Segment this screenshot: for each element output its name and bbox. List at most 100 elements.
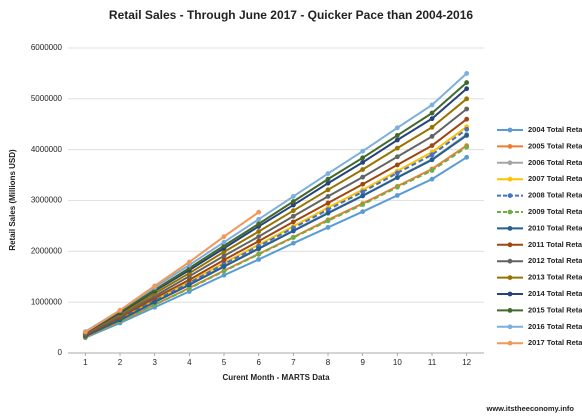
data-point	[464, 116, 470, 122]
y-tick-label: 0	[58, 348, 63, 357]
legend-label: 2006 Total Retail	[528, 158, 582, 167]
data-point	[221, 239, 227, 245]
x-tick-label: 2	[118, 358, 123, 367]
data-point	[256, 216, 262, 222]
legend-label: 2008 Total Retail	[528, 191, 582, 200]
data-point	[325, 194, 331, 199]
series-line	[84, 108, 468, 336]
series-line	[84, 146, 468, 339]
data-point	[117, 307, 123, 313]
data-point	[464, 71, 470, 76]
data-point	[394, 125, 400, 131]
data-point	[360, 174, 366, 180]
data-point	[221, 272, 227, 278]
legend-marker	[507, 242, 513, 248]
data-point	[221, 243, 227, 249]
legend: 2004 Total Retail 2005 Total Retail 2006 T…	[497, 125, 582, 347]
data-point	[221, 257, 227, 263]
data-point	[360, 189, 366, 195]
watermark: www.itstheeconomy.info	[485, 404, 574, 413]
x-tick-label: 6	[256, 358, 261, 367]
legend-marker	[507, 275, 513, 280]
data-point	[429, 102, 435, 108]
y-tick-label: 3000000	[31, 196, 63, 205]
chart-title: Retail Sales - Through June 2017 - Quick…	[109, 8, 473, 22]
data-point	[464, 154, 470, 160]
series-line	[84, 156, 468, 339]
data-point	[290, 228, 296, 234]
data-point	[221, 264, 227, 269]
data-point	[394, 193, 400, 198]
y-tick-label: 6000000	[31, 43, 63, 52]
legend-marker	[507, 144, 513, 149]
data-point	[394, 137, 400, 143]
legend-label: 2017 Total Retail	[528, 338, 582, 347]
legend-label: 2011 Total Retail	[528, 240, 582, 249]
legend-label: 2009 Total Retail	[528, 207, 582, 216]
y-tick-label: 2000000	[31, 246, 63, 255]
data-point	[429, 168, 435, 173]
data-point	[360, 155, 366, 161]
legend-label: 2010 Total Retail	[528, 223, 582, 232]
data-point	[429, 176, 435, 182]
x-tick-label: 4	[187, 358, 192, 367]
x-tick-label: 12	[462, 358, 471, 367]
data-point	[464, 144, 470, 150]
data-point	[464, 106, 470, 112]
data-point	[429, 134, 435, 139]
data-point	[325, 171, 331, 176]
data-point	[256, 251, 262, 257]
data-point	[290, 213, 296, 219]
data-point	[464, 133, 470, 138]
data-point	[221, 249, 227, 255]
data-point	[394, 154, 400, 160]
legend-marker	[507, 324, 513, 330]
data-point	[325, 176, 331, 182]
legend-label: 2007 Total Retail	[528, 174, 582, 183]
legend-marker	[507, 291, 513, 297]
data-point	[429, 110, 435, 116]
x-tick-label: 5	[222, 358, 227, 367]
data-point	[186, 259, 192, 265]
x-tick-label: 9	[360, 358, 365, 367]
data-point	[325, 218, 331, 224]
x-tick-label: 11	[428, 358, 437, 367]
data-point	[290, 235, 296, 241]
data-point	[256, 234, 262, 239]
legend-label: 2005 Total Retail	[528, 141, 582, 150]
legend-label: 2016 Total Retail	[528, 322, 582, 331]
data-point	[464, 80, 470, 85]
x-tick-label: 3	[152, 358, 157, 367]
legend-label: 2013 Total Retail	[528, 273, 582, 282]
legend-marker	[507, 127, 513, 133]
data-point	[256, 246, 262, 252]
legend-label: 2015 Total Retail	[528, 305, 582, 314]
legend-marker	[507, 340, 513, 346]
data-point	[221, 253, 227, 259]
data-point	[290, 208, 296, 214]
data-point	[394, 170, 400, 176]
series-line	[84, 211, 260, 334]
data-point	[152, 283, 158, 289]
legend-marker	[507, 308, 513, 313]
data-point	[82, 329, 88, 335]
data-point	[429, 152, 435, 158]
data-point	[360, 193, 366, 199]
data-point	[325, 180, 331, 186]
data-point	[325, 207, 331, 213]
data-point	[394, 133, 400, 138]
data-point	[429, 116, 435, 122]
x-tick-label: 7	[291, 358, 296, 367]
data-point	[464, 86, 470, 92]
data-point	[325, 225, 331, 230]
legend-marker	[507, 258, 513, 264]
data-point	[221, 234, 227, 239]
data-point	[290, 199, 296, 204]
data-point	[186, 286, 192, 291]
data-point	[256, 257, 262, 262]
data-point	[256, 221, 262, 227]
legend-label: 2004 Total Retail	[528, 125, 582, 134]
series-line	[84, 134, 468, 338]
y-tick-label: 4000000	[31, 145, 63, 154]
data-point	[394, 162, 400, 168]
